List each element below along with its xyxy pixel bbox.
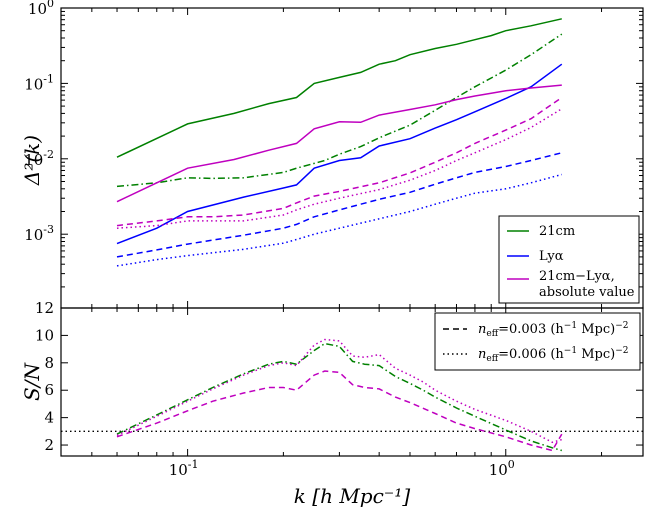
bottom-panel: 2 4 6 8 10 12 10-1 100 S/N k [h Mpc⁻¹] neff=0.… xyxy=(20,299,644,508)
bottom-x-tick-label: 100 xyxy=(489,458,515,479)
legend-label-lya: Lyα xyxy=(539,249,564,264)
x-axis-label: k [h Mpc⁻¹] xyxy=(294,484,411,508)
bottom-legend: neff=0.003 (h−1 Mpc)−2 neff=0.006 (h−1 M… xyxy=(434,312,641,371)
legend-label-dashed: neff=0.003 (h−1 Mpc)−2 xyxy=(478,321,628,339)
bottom-y-tick-label: 12 xyxy=(35,299,54,317)
top-y-axis-ticks: 100 10-1 10-2 10-3 xyxy=(24,0,643,308)
bottom-series-group xyxy=(61,338,643,452)
top-y-axis-label: Δ²(k) xyxy=(20,135,44,186)
bottom-y-tick-label: 4 xyxy=(44,409,54,427)
top-series-21cm-ly--solid xyxy=(116,84,562,203)
bottom-axes-frame xyxy=(60,307,644,457)
bottom-legend-box xyxy=(434,312,641,371)
bottom-y-tick-label: 6 xyxy=(44,381,54,399)
bottom-series-21cm-ly--dashed xyxy=(116,370,563,452)
bottom-y-tick-label: 2 xyxy=(44,436,54,454)
top-panel: 100 10-1 10-2 10-3 Δ²(k) 21cm Lyα 21cm−Lyα,… xyxy=(20,0,644,309)
top-y-tick-label: 100 xyxy=(28,0,54,18)
top-series-ly--dashed xyxy=(116,152,562,258)
top-y-tick-label: 10-1 xyxy=(24,72,54,93)
top-series-ly--solid xyxy=(116,63,563,245)
legend-label-cross-line2: absolute value xyxy=(539,285,635,300)
bottom-y-axis-label: S/N xyxy=(20,362,44,401)
bottom-y-tick-label: 8 xyxy=(44,354,54,372)
bottom-y-tick-label: 10 xyxy=(35,326,54,344)
legend-label-cross: 21cm−Lyα, xyxy=(539,269,615,284)
top-series-21cm-ly--dotted xyxy=(116,108,563,229)
bottom-x-tick-label: 10-1 xyxy=(169,458,199,479)
top-y-tick-label: 10-2 xyxy=(24,148,54,169)
top-y-tick-label: 10-3 xyxy=(24,223,54,244)
bottom-x-axis-ticks: 10-1 100 xyxy=(60,308,603,479)
top-legend: 21cm Lyα 21cm−Lyα, absolute value xyxy=(498,215,640,304)
bottom-series-21cm-dashdot xyxy=(116,342,563,452)
legend-label-21cm: 21cm xyxy=(539,224,575,239)
top-series-21cm-ly--dashed xyxy=(116,96,563,227)
top-series-group xyxy=(116,18,563,267)
top-series-21cm-solid xyxy=(116,18,562,158)
top-series-ly--dotted xyxy=(116,173,562,267)
legend-label-dotted: neff=0.006 (h−1 Mpc)−2 xyxy=(478,346,628,364)
top-series-21cm-dashdot xyxy=(116,33,563,188)
bottom-series-21cm-dotted xyxy=(116,338,563,444)
